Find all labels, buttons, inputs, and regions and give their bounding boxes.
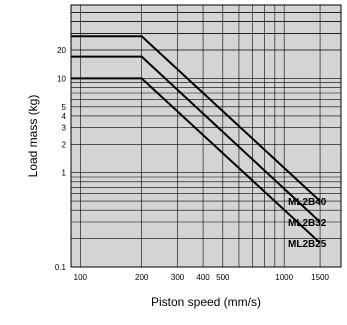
x-tick-label: 500 — [216, 273, 230, 282]
series-labels: ML2B40 ML2B32 ML2B25 — [288, 197, 327, 250]
y-tick-label: 10 — [57, 74, 66, 83]
y-tick-label: 4 — [62, 112, 67, 121]
tick-labels: 0.1 1 2 3 45 10 20 100 200 300 400 500 1000 1500 — [55, 46, 330, 282]
series-label-ml2b32: ML2B32 — [288, 218, 327, 229]
y-tick-label: 0.1 — [55, 263, 67, 272]
x-tick-label: 1000 — [275, 273, 293, 282]
y-axis-title: Load mass (kg) — [26, 95, 40, 178]
series-lines — [71, 35, 321, 244]
y-tick-label: 2 — [62, 140, 67, 149]
series-line-ml2b25 — [71, 77, 321, 244]
y-tick-label: 1 — [62, 169, 67, 178]
y-tick-label: 20 — [57, 46, 66, 55]
x-axis-title: Piston speed (mm/s) — [151, 295, 261, 309]
x-tick-label: 100 — [74, 273, 88, 282]
x-tick-label: 400 — [196, 273, 210, 282]
x-tick-label: 200 — [135, 273, 149, 282]
series-line-ml2b40 — [71, 35, 321, 202]
plot-background — [71, 5, 341, 267]
x-tick-label: 300 — [171, 273, 185, 282]
series-label-ml2b25: ML2B25 — [288, 239, 327, 250]
plot-frame — [70, 4, 342, 268]
x-tick-label: 1500 — [311, 273, 329, 282]
series-label-ml2b40: ML2B40 — [288, 197, 327, 208]
y-tick-label: 5 — [62, 103, 67, 112]
y-tick-label: 3 — [62, 124, 67, 133]
series-line-ml2b32 — [71, 55, 321, 223]
